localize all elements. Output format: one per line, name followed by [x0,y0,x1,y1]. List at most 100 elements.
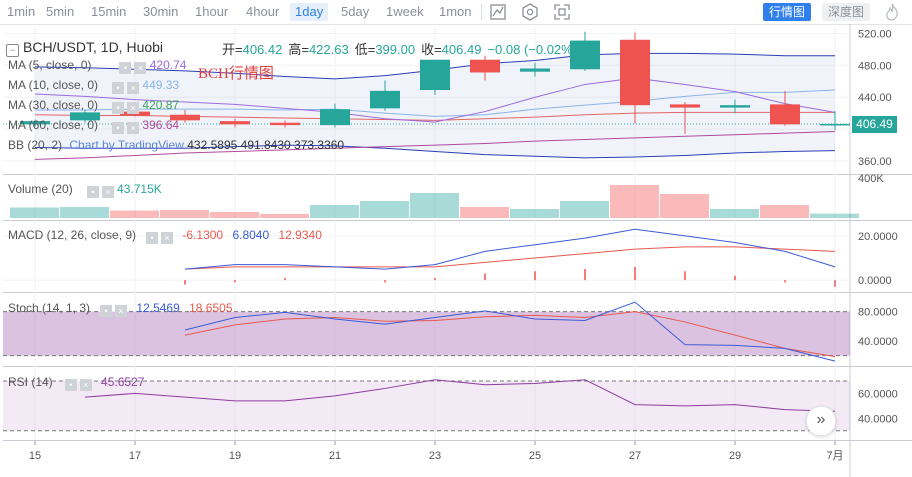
candle-body [20,121,50,125]
timeframe-1day[interactable]: 1day [290,3,329,21]
eye-icon[interactable]: • [112,82,125,94]
volume-bar [310,205,359,218]
collapse-icon[interactable]: − [6,44,19,57]
change-value: −0.08 (−0.02%) [487,42,578,57]
legend-ma30[interactable]: MA (30, close, 0) • × 420.87 [8,98,179,114]
legend-ma10[interactable]: MA (10, close, 0) • × 449.33 [8,78,179,94]
volume-bar [360,201,409,218]
eye-icon[interactable]: • [146,232,159,244]
volume-bar [60,207,109,218]
close-icon[interactable]: × [127,122,140,134]
legend-volume[interactable]: Volume (20) • × 43.715K [8,182,162,198]
candle-body [820,123,850,126]
legend-stoch[interactable]: Stoch (14, 1, 3) • × 12.5469 18.6505 [8,301,233,317]
x-tick-label: 19 [229,450,241,462]
depth-view-button[interactable]: 深度图 [822,3,871,21]
legend-stoch-label: Stoch (14, 1, 3) [8,301,91,315]
timeframe-1mon[interactable]: 1mon [439,4,472,19]
volume-bar [760,205,809,218]
macd-tick-label: 20.0000 [858,231,898,243]
ma30-line [34,111,835,121]
watermark-label: BCH行情图 [198,66,274,82]
timeframe-5day[interactable]: 5day [341,4,370,19]
eye-icon[interactable]: • [64,379,77,391]
legend-ma30-value: 420.87 [142,98,180,112]
legend-bb-value-2: 491.8430 [240,138,291,152]
legend-ma30-label: MA (30, close, 0) [8,98,99,112]
volume-bar [160,210,209,218]
chart-view-button[interactable]: 行情图 [763,3,812,21]
legend-macd-value-2: 6.8040 [232,228,270,242]
legend-rsi[interactable]: RSI (14) • × 45.6527 [8,375,144,391]
legend-bb[interactable]: BB (20, 2) Chart by TradingView 432.5895… [8,138,344,152]
candle-body [170,114,200,121]
timeframe-1week[interactable]: 1week [386,4,424,19]
price-tick-label: 440.00 [858,92,892,104]
candle-body [70,112,100,121]
close-icon[interactable]: × [79,379,92,391]
timeframe-30min[interactable]: 30min [143,4,179,19]
toolbar-divider [481,4,482,20]
legend-macd[interactable]: MACD (12, 26, close, 9) • × -6.1300 6.8040… [8,228,322,244]
timeframe-1hour[interactable]: 1hour [195,4,229,19]
candle-body [720,105,750,108]
scroll-to-latest-button[interactable]: » [806,406,836,436]
x-tick-label: 15 [29,450,41,462]
close-label: 收= [421,42,442,57]
candle-body [570,40,600,70]
close-icon[interactable]: × [161,232,174,244]
volume-bar [210,212,259,218]
legend-macd-value-3: 12.9340 [278,228,322,242]
close-icon[interactable]: × [101,186,114,198]
legend-bb-value-3: 373.3360 [294,138,345,152]
x-tick-label: 27 [629,450,641,462]
price-tick-label: 480.00 [858,60,892,72]
close-value: 406.49 [441,42,482,57]
legend-ma60[interactable]: MA (60, close, 0) • × 396.64 [8,118,179,134]
legend-ma60-label: MA (60, close, 0) [8,118,99,132]
close-icon[interactable]: × [134,62,147,74]
stoch-d-line [184,311,836,358]
settings-icon[interactable] [519,2,541,22]
x-tick-label: 23 [429,450,441,462]
eye-icon[interactable]: • [112,102,125,114]
legend-rsi-label: RSI (14) [8,375,53,389]
close-icon[interactable]: × [127,82,140,94]
macd-line [184,228,836,270]
stoch-k-line [184,301,836,362]
close-icon[interactable]: × [127,102,140,114]
legend-volume-label: Volume (20) [8,182,73,196]
indicator-icon[interactable] [487,2,509,22]
eye-icon[interactable]: • [86,186,99,198]
ma5-line [34,77,836,123]
high-label: 高= [288,42,309,57]
ma10-line [35,89,836,117]
x-tick-label: 29 [729,450,741,462]
eye-icon[interactable]: • [119,62,132,74]
timeframe-5min[interactable]: 5min [46,4,75,19]
timeframe-1min[interactable]: 1min [7,4,36,19]
legend-ma5[interactable]: MA (5, close, 0) • × 420.74 [8,58,186,74]
rsi-tick-label: 40.0000 [858,413,898,425]
legend-stoch-value-1: 12.5469 [136,301,180,315]
legend-ma10-label: MA (10, close, 0) [8,78,99,92]
fullscreen-icon[interactable] [551,2,573,22]
legend-rsi-value: 45.6527 [101,375,145,389]
legend-stoch-value-2: 18.6505 [189,301,233,315]
close-icon[interactable]: × [115,305,128,317]
legend-bb-value-1: 432.5895 [187,138,238,152]
eye-icon[interactable]: • [100,305,113,317]
volume-bar [110,210,159,218]
candle-body [520,68,550,72]
eye-icon[interactable]: • [112,122,125,134]
open-value: 406.42 [242,42,283,57]
candle-body [620,39,650,106]
stoch-tick-label: 80.0000 [858,307,898,319]
x-tick-label: 17 [129,450,141,462]
chart-canvas[interactable]: 15171921232527297月520.00480.00440.00400.… [0,24,912,477]
candle-body [220,121,250,125]
legend-macd-label: MACD (12, 26, close, 9) [8,228,137,242]
volume-bar [560,201,609,218]
timeframe-15min[interactable]: 15min [91,4,127,19]
timeframe-4hour[interactable]: 4hour [246,4,280,19]
